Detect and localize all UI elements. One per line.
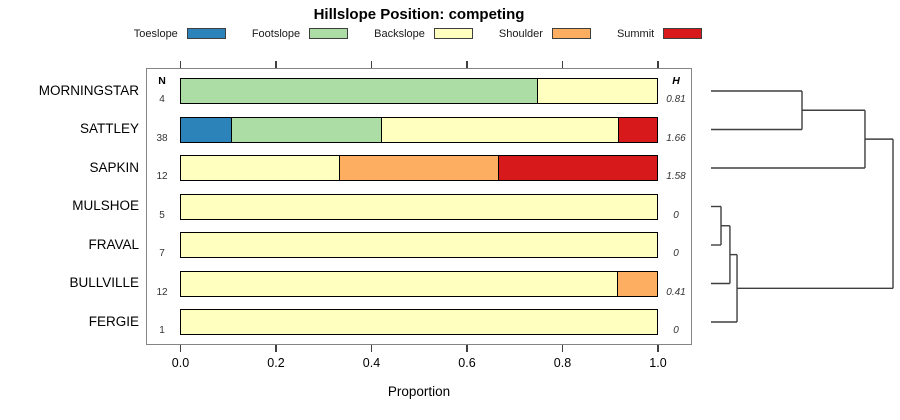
axis-tick-bottom xyxy=(561,345,564,352)
n-value: 12 xyxy=(156,171,168,182)
bar-segment-backslope xyxy=(181,310,657,334)
chart-title: Hillslope Position: competing xyxy=(313,6,525,23)
x-axis-title: Proportion xyxy=(387,384,451,399)
legend-entry-shoulder: Shoulder xyxy=(499,28,591,40)
bar-segment-backslope xyxy=(181,233,657,257)
axis-tick-bottom xyxy=(179,345,182,352)
bar-segment-summit xyxy=(498,156,657,180)
legend-label: Backslope xyxy=(374,27,425,40)
legend-swatch-shoulder-icon xyxy=(551,28,591,39)
n-value: 12 xyxy=(156,286,168,298)
legend: Toeslope Footslope Backslope Shoulder Summit xyxy=(0,25,836,42)
h-value: 0 xyxy=(673,209,679,221)
plot-frame xyxy=(146,68,692,345)
bar-segment-shoulder xyxy=(339,156,499,180)
legend-label: Shoulder xyxy=(498,27,543,40)
legend-swatch-footslope-icon xyxy=(309,28,349,39)
n-column-header: N xyxy=(158,75,166,87)
bar-segment-backslope xyxy=(181,194,657,219)
axis-tick-top xyxy=(275,61,277,68)
stacked-bar xyxy=(180,78,658,104)
n-value: 7 xyxy=(159,248,165,259)
legend-swatch-summit-icon xyxy=(663,28,703,39)
n-value: 5 xyxy=(159,209,165,221)
h-value: 0 xyxy=(673,248,679,259)
stacked-bar xyxy=(180,232,658,258)
legend-label: Summit xyxy=(616,27,655,40)
legend-entry-backslope: Backslope xyxy=(374,28,473,40)
bar-segment-footslope xyxy=(181,79,539,103)
stacked-bar xyxy=(180,193,658,220)
h-column-header: H xyxy=(672,75,680,87)
bar-segment-backslope xyxy=(538,79,657,103)
stacked-bar xyxy=(180,116,658,143)
row-label: FRAVAL xyxy=(88,236,139,252)
legend-entry-footslope: Footslope xyxy=(251,27,349,40)
n-value: 4 xyxy=(159,94,165,105)
axis-tick-top xyxy=(179,61,182,68)
bar-segment-backslope xyxy=(181,156,340,180)
axis-tick-bottom xyxy=(657,345,659,352)
axis-tick-label: 0.2 xyxy=(267,356,285,370)
stacked-bar xyxy=(180,270,658,297)
h-value: 0 xyxy=(673,325,679,336)
axis-tick-label: 1.0 xyxy=(649,356,667,370)
axis-tick-bottom xyxy=(370,345,373,352)
n-value: 1 xyxy=(159,325,165,336)
axis-tick-top xyxy=(561,61,564,68)
h-value: 1.58 xyxy=(666,171,686,182)
legend-swatch-backslope-icon xyxy=(433,28,473,39)
stacked-bar xyxy=(180,309,658,335)
row-label: SATTLEY xyxy=(79,121,139,136)
axis-tick-top xyxy=(370,61,373,68)
bar-segment-toeslope xyxy=(181,117,232,142)
stacked-bar xyxy=(180,155,658,181)
legend-label: Toeslope xyxy=(133,27,178,40)
n-value: 38 xyxy=(156,132,168,144)
h-value: 0.81 xyxy=(666,94,686,105)
axis-tick-top xyxy=(657,61,659,68)
bar-segment-shoulder xyxy=(617,271,657,296)
bar-segment-summit xyxy=(619,117,658,142)
axis-tick-bottom xyxy=(466,345,468,352)
bar-segment-backslope xyxy=(181,271,618,296)
axis-tick-label: 0.6 xyxy=(458,356,476,370)
axis-tick-top xyxy=(466,61,468,68)
legend-swatch-toeslope-icon xyxy=(186,28,226,39)
bar-segment-footslope xyxy=(231,117,382,142)
row-label: MULSHOE xyxy=(72,198,139,213)
h-value: 1.66 xyxy=(666,132,686,144)
row-label: MORNINGSTAR xyxy=(38,82,139,98)
axis-tick-label: 0.4 xyxy=(362,356,381,370)
bar-segment-backslope xyxy=(381,117,620,142)
legend-entry-summit: Summit xyxy=(616,27,703,40)
row-label: SAPKIN xyxy=(89,159,139,175)
legend-entry-toeslope: Toeslope xyxy=(134,28,226,40)
axis-tick-label: 0.0 xyxy=(171,356,190,370)
legend-label: Footslope xyxy=(251,27,301,40)
row-label: FERGIE xyxy=(88,313,139,329)
axis-tick-label: 0.8 xyxy=(553,356,572,370)
axis-tick-bottom xyxy=(275,345,277,352)
row-label: BULLVILLE xyxy=(69,275,139,290)
h-value: 0.41 xyxy=(666,286,686,298)
